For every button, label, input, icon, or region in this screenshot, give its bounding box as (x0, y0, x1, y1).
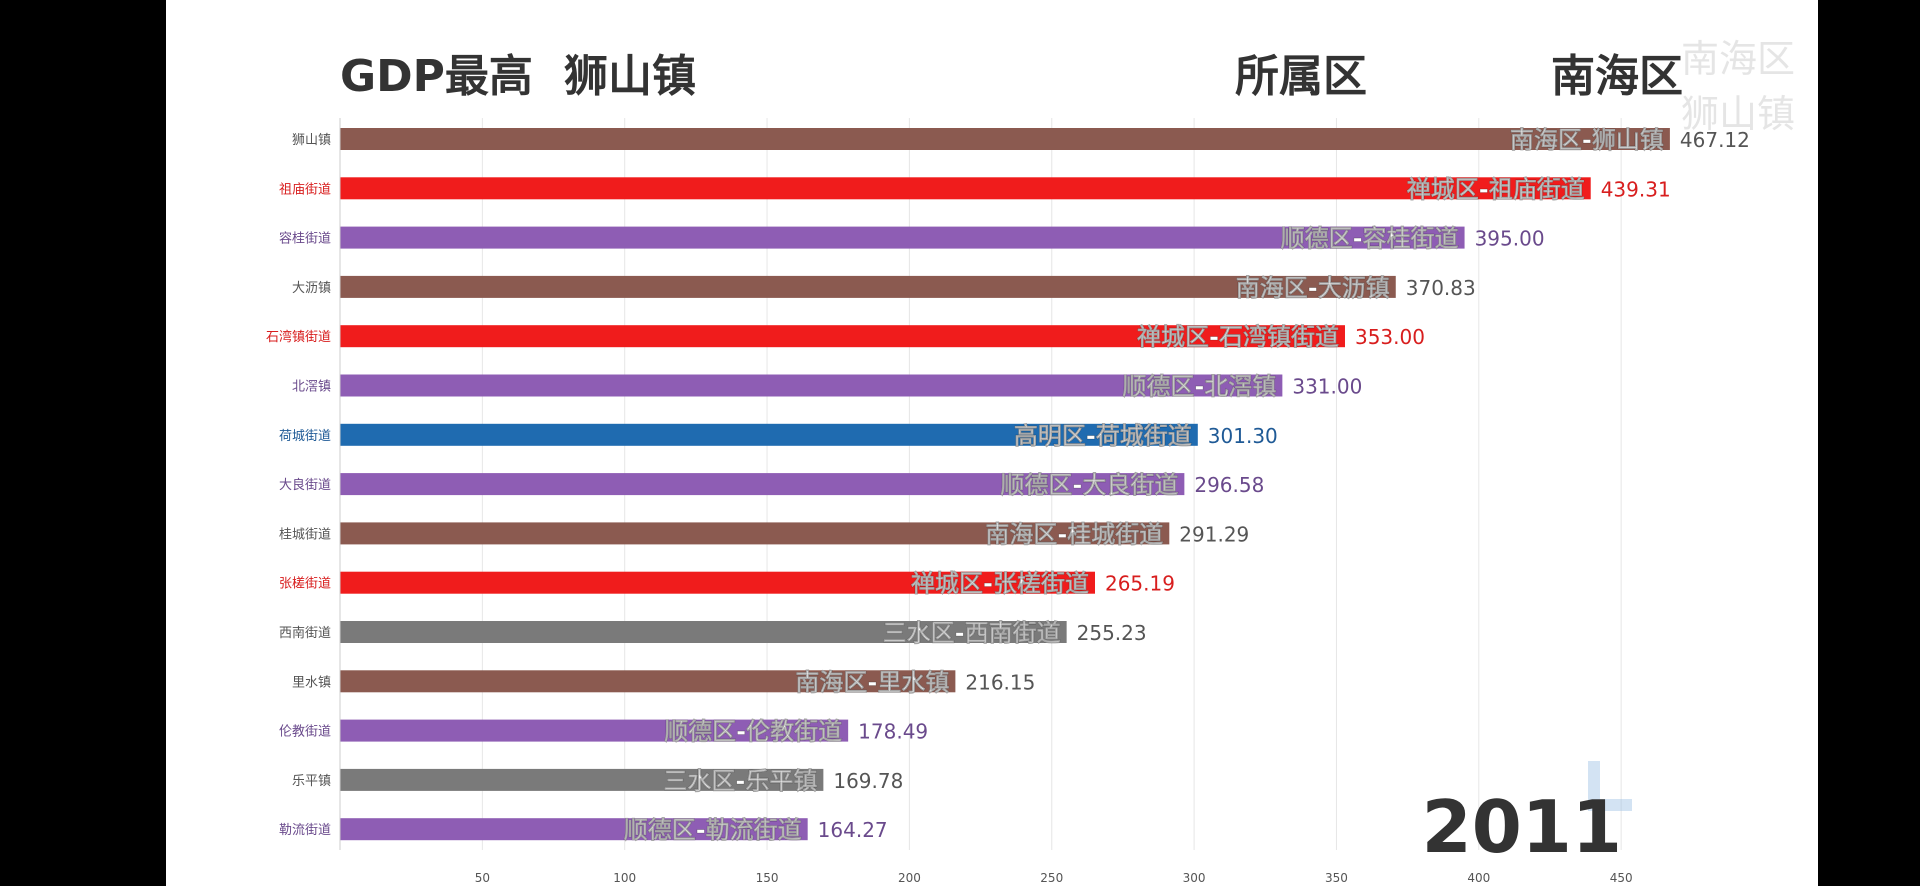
category-label: 里水镇 (292, 675, 331, 690)
bar-inner-label: 顺德区-伦教街道 (664, 718, 842, 746)
x-tick-label: 150 (756, 871, 779, 885)
bar (340, 325, 1345, 348)
bar (340, 177, 1591, 200)
bar-inner-label: 三水区-乐平镇 (663, 767, 817, 795)
bar (340, 818, 808, 841)
category-label: 北滘镇 (292, 380, 331, 395)
value-label: 164.27 (818, 818, 888, 842)
x-tick-label: 200 (898, 871, 921, 885)
category-label: 容桂街道 (279, 231, 331, 247)
category-label: 桂城街道 (279, 527, 331, 542)
bar-chart: 50 100 150 200 250 300 350 400 450 狮山镇 南海区-狮山镇 467.… (266, 118, 1750, 885)
value-label: 169.78 (833, 769, 903, 793)
category-label: 乐平镇 (292, 774, 331, 789)
category-label: 大沥镇 (292, 281, 331, 296)
year-label: 2011 (1421, 785, 1622, 869)
bar (340, 768, 824, 791)
bar (340, 473, 1185, 496)
category-label: 大良街道 (279, 477, 331, 493)
x-tick-label: 250 (1040, 871, 1063, 885)
category-label: 石湾镇街道 (266, 329, 331, 345)
category-label: 狮山镇 (292, 133, 331, 148)
bar (340, 522, 1170, 545)
bar-inner-label: 南海区-里水镇 (795, 668, 949, 696)
value-label: 353.00 (1355, 325, 1425, 349)
category-label: 西南街道 (279, 625, 331, 641)
logo-icon (1588, 761, 1632, 811)
bar (340, 374, 1283, 397)
title-gdp-label: GDP最高 (340, 51, 533, 102)
bar-inner-label: 禅城区-石湾镇街道 (1136, 323, 1339, 351)
bar (340, 226, 1465, 249)
x-tick-label: 100 (613, 871, 636, 885)
chart-panel: GDP最高 狮山镇 所属区 南海区 南海区狮山镇 50 100 150 200 250 3… (166, 0, 1818, 886)
title-top-district: 南海区 (1551, 51, 1683, 102)
x-tick-label: 50 (475, 871, 490, 885)
bar-inner-label: 顺德区-北滘镇 (1122, 373, 1276, 401)
value-label: 216.15 (965, 670, 1035, 694)
value-label: 296.58 (1194, 473, 1264, 497)
title-district-label: 所属区 (1235, 51, 1367, 102)
value-label: 331.00 (1292, 375, 1362, 399)
bar (340, 719, 849, 742)
x-tick-label: 400 (1467, 871, 1490, 885)
bar-inner-label: 南海区-大沥镇 (1236, 274, 1390, 302)
value-label: 467.12 (1680, 128, 1750, 152)
value-label: 255.23 (1077, 621, 1147, 645)
value-label: 178.49 (858, 720, 928, 744)
title-top-town: 狮山镇 (564, 51, 696, 102)
category-label: 祖庙街道 (279, 182, 331, 197)
watermark-text: 南海区狮山镇 (1681, 37, 1796, 136)
x-tick-label: 450 (1610, 871, 1633, 885)
value-label: 265.19 (1105, 572, 1175, 596)
bar-inner-label: 三水区-西南街道 (883, 619, 1061, 647)
category-label: 荷城街道 (279, 429, 331, 444)
value-label: 370.83 (1406, 276, 1476, 300)
value-label: 395.00 (1475, 227, 1545, 251)
bar (340, 275, 1396, 298)
value-label: 291.29 (1179, 522, 1249, 546)
x-tick-label: 300 (1183, 871, 1206, 885)
bar-inner-label: 南海区-狮山镇 (1510, 126, 1664, 154)
category-label: 伦教街道 (279, 724, 331, 740)
bar-inner-label: 高明区-荷城街道 (1014, 422, 1192, 450)
bar-inner-label: 顺德区-容桂街道 (1281, 225, 1459, 253)
bar (340, 128, 1670, 150)
bar-inner-label: 禅城区-祖庙街道 (1406, 175, 1585, 203)
bar (340, 423, 1198, 446)
value-label: 439.31 (1601, 177, 1671, 201)
bar-inner-label: 禅城区-张槎街道 (910, 570, 1089, 598)
value-label: 301.30 (1208, 424, 1278, 448)
x-tick-label: 350 (1325, 871, 1348, 885)
category-label: 勒流街道 (279, 823, 331, 838)
bar (340, 621, 1067, 643)
bar-inner-label: 顺德区-大良街道 (1000, 471, 1178, 499)
bar (340, 670, 956, 693)
bar (340, 571, 1095, 594)
bar-inner-label: 顺德区-勒流街道 (624, 816, 802, 844)
bar-inner-label: 南海区-桂城街道 (985, 520, 1163, 548)
category-label: 张槎街道 (279, 577, 331, 592)
